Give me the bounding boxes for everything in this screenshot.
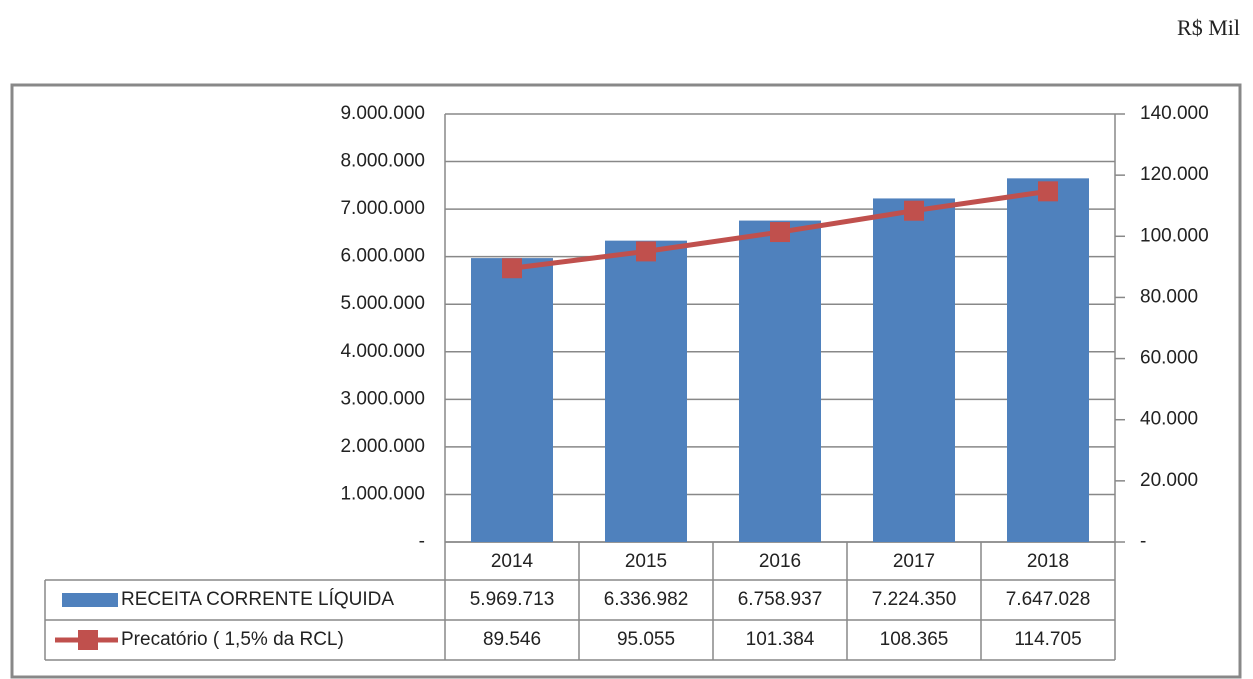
y2-tick-label: 80.000 [1140, 286, 1198, 307]
table-value: 7.224.350 [872, 589, 957, 610]
y2-tick-label: 140.000 [1140, 103, 1209, 124]
bar [1007, 178, 1089, 542]
table-value: 6.758.937 [738, 589, 823, 610]
marker [904, 200, 924, 221]
bar [873, 198, 955, 542]
chart-frame [10, 83, 1242, 679]
bar [605, 240, 687, 542]
y2-tick-label: 40.000 [1140, 409, 1198, 430]
y2-tick-label: 60.000 [1140, 348, 1198, 369]
table-value: 114.705 [1014, 629, 1081, 650]
y-tick-label: 4.000.000 [340, 341, 425, 362]
legend-swatch [78, 630, 98, 650]
table-value: 108.365 [880, 629, 949, 650]
y2-tick-label: - [1140, 531, 1146, 552]
marker [770, 222, 790, 243]
marker [1038, 181, 1058, 202]
x-tick-label: 2015 [625, 551, 667, 572]
marker [636, 241, 656, 262]
legend-swatch [62, 593, 118, 607]
y-tick-label: 8.000.000 [340, 151, 425, 172]
y-tick-label: 7.000.000 [340, 198, 425, 219]
legend-label: RECEITA CORRENTE LÍQUIDA [121, 589, 394, 610]
y-tick-label: 5.000.000 [340, 293, 425, 314]
x-tick-label: 2017 [893, 551, 935, 572]
table-value: 6.336.982 [604, 589, 689, 610]
y-tick-label: 6.000.000 [340, 246, 425, 267]
y2-tick-label: 120.000 [1140, 164, 1209, 185]
marker [502, 258, 522, 279]
table-value: 89.546 [483, 629, 541, 650]
y2-tick-label: 20.000 [1140, 470, 1198, 491]
y-tick-label: 3.000.000 [340, 388, 425, 409]
table-value: 101.384 [746, 629, 815, 650]
table-value: 95.055 [617, 629, 675, 650]
y-tick-label: 1.000.000 [340, 483, 425, 504]
y-tick-label: 2.000.000 [340, 436, 425, 457]
y-tick-label: - [419, 531, 425, 552]
table-value: 7.647.028 [1006, 589, 1091, 610]
bar [739, 220, 821, 542]
table-value: 5.969.713 [470, 589, 555, 610]
legend-label: Precatório ( 1,5% da RCL) [121, 629, 344, 650]
x-tick-label: 2014 [491, 551, 534, 572]
unit-label: R$ Mil [1177, 15, 1240, 40]
x-tick-label: 2016 [759, 551, 801, 572]
bar [471, 258, 553, 542]
y-tick-label: 9.000.000 [340, 103, 425, 124]
y2-tick-label: 100.000 [1140, 225, 1209, 246]
x-tick-label: 2018 [1027, 551, 1069, 572]
